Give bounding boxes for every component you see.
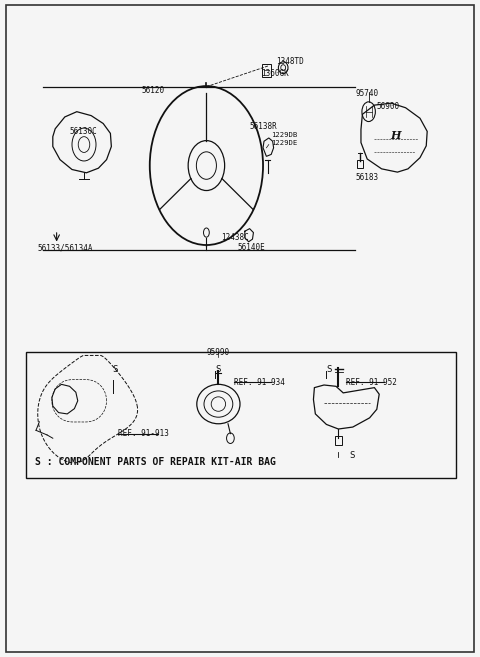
- Bar: [357, 160, 363, 168]
- Text: 56120: 56120: [142, 86, 165, 95]
- Text: 56183: 56183: [355, 173, 378, 182]
- Text: S: S: [326, 365, 332, 374]
- Text: 12438C: 12438C: [221, 233, 249, 242]
- Text: S: S: [215, 365, 220, 374]
- Text: 1229DE: 1229DE: [271, 140, 298, 147]
- Text: S: S: [349, 451, 355, 461]
- Text: 56900: 56900: [377, 102, 400, 111]
- Text: REF. 91-952: REF. 91-952: [346, 378, 396, 387]
- Text: 95740: 95740: [355, 89, 378, 98]
- Bar: [262, 64, 271, 77]
- Text: 56140E: 56140E: [238, 243, 265, 252]
- Text: 95990: 95990: [207, 348, 230, 357]
- Ellipse shape: [362, 102, 375, 122]
- Text: 1348TD: 1348TD: [276, 57, 304, 66]
- Text: H: H: [391, 131, 401, 141]
- Bar: [335, 436, 342, 445]
- Ellipse shape: [278, 62, 288, 74]
- Text: 56130C: 56130C: [70, 127, 97, 136]
- Text: S : COMPONENT PARTS OF REPAIR KIT-AIR BAG: S : COMPONENT PARTS OF REPAIR KIT-AIR BA…: [35, 457, 276, 467]
- Text: REF. 91-913: REF. 91-913: [118, 429, 168, 438]
- Text: 1229DB: 1229DB: [271, 131, 298, 138]
- Text: 56138R: 56138R: [250, 122, 277, 131]
- Bar: [26, 352, 456, 478]
- Text: 1360GK: 1360GK: [262, 69, 289, 78]
- Text: REF. 91-934: REF. 91-934: [234, 378, 285, 387]
- Text: S: S: [113, 365, 118, 374]
- Text: 56133/56134A: 56133/56134A: [37, 244, 93, 253]
- Ellipse shape: [204, 228, 209, 237]
